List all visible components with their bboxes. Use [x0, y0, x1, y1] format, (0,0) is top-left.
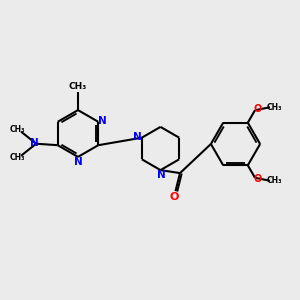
Text: O: O [169, 191, 179, 202]
Text: N: N [157, 170, 166, 181]
Text: CH₃: CH₃ [69, 82, 87, 91]
Text: CH₃: CH₃ [266, 103, 282, 112]
Text: N: N [98, 116, 107, 126]
Text: O: O [253, 104, 262, 114]
Text: CH₃: CH₃ [266, 176, 282, 185]
Text: O: O [253, 174, 262, 184]
Text: N: N [30, 138, 39, 148]
Text: N: N [74, 157, 82, 167]
Text: N: N [133, 131, 141, 142]
Text: CH₃: CH₃ [10, 125, 25, 134]
Text: CH₃: CH₃ [10, 153, 25, 162]
